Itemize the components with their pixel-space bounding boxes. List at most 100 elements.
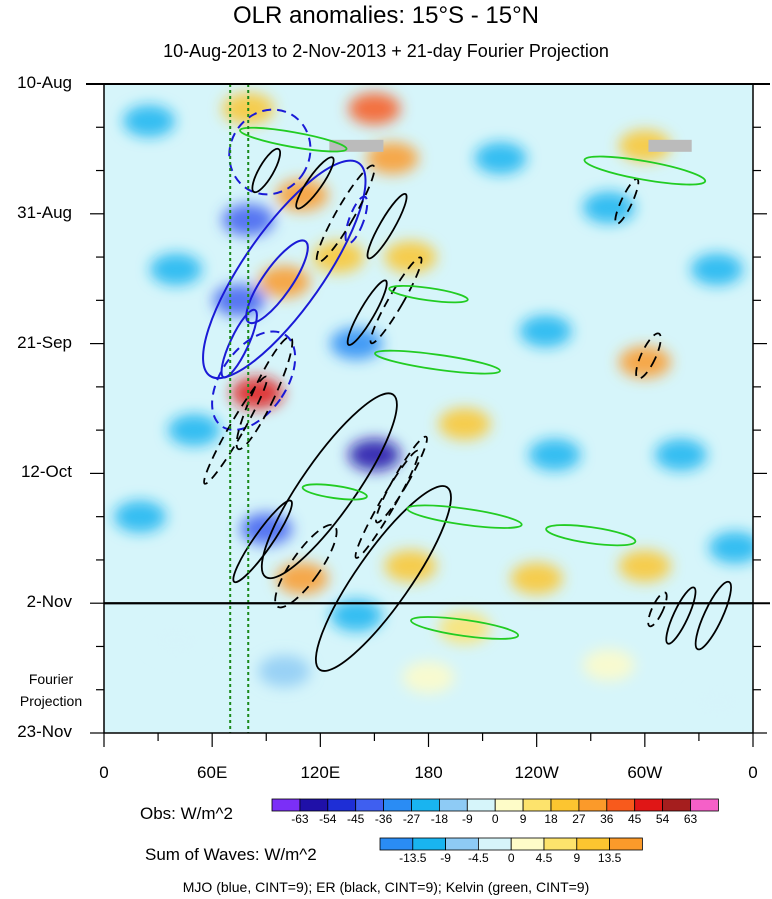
projection-label-line1: Fourier [28,671,74,687]
anomaly-patch [708,531,753,564]
waves-colorbar [379,837,643,851]
missing-data-patch [648,139,692,152]
anomaly-patch [330,599,383,632]
colorbar-tick-label: -54 [319,812,337,826]
colorbar-tick-label: 27 [572,812,586,826]
colorbar-swatch [379,837,414,851]
colorbar-swatch [299,798,329,812]
colorbar-swatch [662,798,691,812]
er-contour [232,499,293,584]
colorbar-tick-label: -13.5 [399,851,427,865]
colorbar-tick-label: -63 [291,812,309,826]
anomaly-patch [114,500,167,533]
colorbar-swatch [522,798,552,812]
axes [86,83,770,747]
er-contour [694,580,732,651]
anomaly-patch [276,562,329,595]
kelvin-contour [388,285,469,304]
plot-area [104,84,753,733]
mjo-contour [211,330,297,431]
colorbar-tick-label: -4.5 [468,851,489,865]
er-contour [251,147,281,194]
colorbar-tick-label: 9 [573,851,581,865]
colorbar-swatch [445,837,479,851]
anomaly-patch [258,265,311,298]
colorbar-tick-label: -36 [374,812,393,826]
anomaly-patch [213,284,266,317]
obs-colorbar-label: Obs: W/m^2 [140,804,233,823]
kelvin-contour [406,504,523,529]
kelvin-contour [374,349,501,375]
colorbar-swatch [634,798,664,812]
colorbar-tick-label: -27 [402,812,421,826]
anomaly-patch [150,624,203,657]
x-tick-label: 0 [748,763,758,782]
colorbar-swatch [609,837,643,851]
mjo-contour [228,108,312,196]
er-contour [315,164,376,264]
y-tick-label: 12-Oct [20,462,72,482]
colorbar-swatch [550,798,580,812]
er-contour [647,591,668,628]
obs-colorbar [271,798,719,812]
colorbar-tick-label: 13.5 [597,851,622,865]
missing-data-patch [329,139,384,152]
y-tick-label: 31-Aug [17,202,72,222]
anomaly-patch [150,253,203,286]
colorbar-swatch [578,798,608,812]
anomaly-patch [438,407,491,440]
y-tick-label: 2-Nov [26,592,72,612]
er-contour [354,449,420,559]
er-contour [369,256,423,345]
anomaly-patch [519,315,572,348]
colorbar-swatch [466,798,496,812]
colorbar-swatch [543,837,578,851]
er-contour [260,392,398,580]
mjo-contour [202,159,367,380]
legend-footnote: MJO (blue, CINT=9); ER (black, CINT=9); … [182,879,590,895]
anomaly-patch [654,438,707,471]
anomaly-patch [474,142,527,175]
colorbar-tick-label: 0 [507,851,515,865]
kelvin-contour [545,524,637,547]
anomaly-shading [114,92,753,719]
anomaly-patch [618,346,671,379]
colorbar-swatch [438,798,468,812]
anomaly-patch [438,611,491,644]
colorbar-tick-label: 36 [600,812,614,826]
anomaly-patch [618,550,671,583]
colorbar-swatch [411,798,440,812]
anomaly-patch [384,241,437,274]
colorbar-tick-label: 54 [655,812,670,826]
colorbar-swatch [412,837,446,851]
anomaly-patch [690,253,743,286]
anomaly-patch [618,129,671,162]
projection-label-line2: Projection [19,693,83,709]
er-contour [314,485,452,672]
anomaly-patch [168,414,221,447]
anomaly-patch [402,661,455,694]
mjo-contour [344,195,369,245]
colorbar-swatch [355,798,385,812]
anomaly-patch [258,655,311,688]
er-contour [366,192,408,260]
colorbar-swatch [510,837,545,851]
kelvin-contour [239,126,348,153]
waves-colorbar-label: Sum of Waves: W/m^2 [145,845,317,864]
anomaly-patch [123,105,176,138]
er-contour [665,586,697,645]
colorbar-tick-label: 4.5 [535,851,553,865]
anomaly-patch [528,438,581,471]
colorbar-tick-label: -9 [440,851,451,865]
anomaly-patch [582,191,635,224]
er-contour [635,332,662,380]
mjo-contour [245,239,309,325]
colorbar-swatch [477,837,512,851]
colorbar-tick-label: 18 [544,812,558,826]
anomaly-patch [582,649,635,682]
x-tick-label: 120W [514,763,559,782]
colorbar-tick-label: 63 [683,812,698,826]
anomaly-patch [384,550,437,583]
er-contour [375,435,428,524]
